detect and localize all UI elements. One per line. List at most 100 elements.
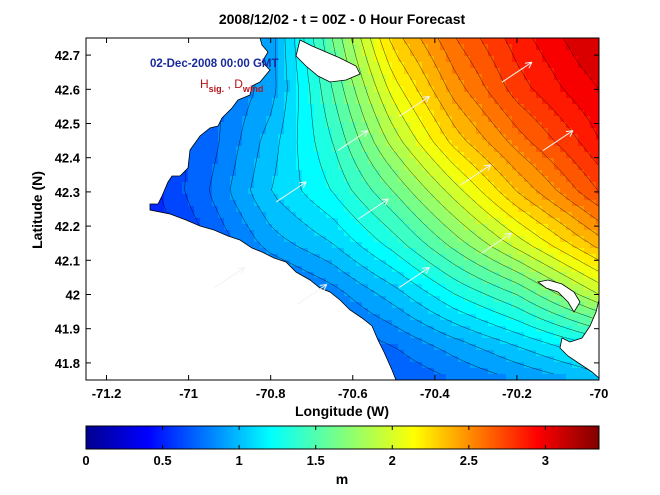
field-cell bbox=[308, 122, 315, 129]
field-cell bbox=[476, 260, 483, 267]
field-cell bbox=[260, 236, 267, 243]
field-cell bbox=[596, 140, 599, 147]
contour-line bbox=[331, 38, 599, 321]
field-cell bbox=[428, 128, 435, 135]
field-cell bbox=[380, 248, 387, 255]
field-cell bbox=[278, 206, 285, 213]
field-cell bbox=[428, 200, 435, 207]
field-cell bbox=[272, 140, 279, 147]
field-cell bbox=[410, 176, 417, 183]
field-cell bbox=[536, 44, 543, 51]
field-cell bbox=[476, 248, 483, 255]
field-cell bbox=[506, 248, 513, 255]
field-cell bbox=[230, 224, 237, 231]
field-cell bbox=[362, 116, 369, 123]
field-cell bbox=[458, 116, 465, 123]
field-cell bbox=[554, 50, 561, 57]
field-cell bbox=[254, 140, 261, 147]
field-cell bbox=[560, 146, 567, 153]
field-cell bbox=[590, 158, 597, 165]
field-cell bbox=[404, 68, 411, 75]
field-cell bbox=[476, 314, 483, 321]
field-cell bbox=[320, 122, 327, 129]
field-cell bbox=[314, 182, 321, 189]
field-cell bbox=[458, 200, 465, 207]
field-cell bbox=[242, 146, 249, 153]
field-cell bbox=[512, 194, 519, 201]
field-cell bbox=[542, 296, 549, 303]
field-cell bbox=[326, 272, 333, 279]
field-cell bbox=[398, 176, 405, 183]
field-cell bbox=[476, 224, 483, 231]
field-cell bbox=[482, 374, 489, 380]
field-cell bbox=[596, 98, 599, 105]
field-cell bbox=[410, 56, 417, 63]
field-cell bbox=[434, 236, 441, 243]
field-cell bbox=[566, 302, 573, 309]
field-cell bbox=[302, 128, 309, 135]
field-cell bbox=[374, 212, 381, 219]
field-cell bbox=[458, 182, 465, 189]
field-cell bbox=[278, 236, 285, 243]
field-cell bbox=[362, 308, 369, 315]
field-cell bbox=[182, 212, 189, 219]
field-cell bbox=[542, 338, 549, 345]
field-cell bbox=[332, 260, 339, 267]
y-tick-label: 42.2 bbox=[55, 219, 80, 234]
field-cell bbox=[248, 98, 255, 105]
field-cell bbox=[398, 218, 405, 225]
field-cell bbox=[410, 290, 417, 297]
field-cell bbox=[272, 158, 279, 165]
field-cell bbox=[548, 122, 555, 129]
field-cell bbox=[458, 206, 465, 213]
field-cell bbox=[566, 200, 573, 207]
field-cell bbox=[266, 122, 273, 129]
field-cell bbox=[422, 242, 429, 249]
field-cell bbox=[470, 182, 477, 189]
field-cell bbox=[350, 248, 357, 255]
field-cell bbox=[338, 140, 345, 147]
field-cell bbox=[464, 206, 471, 213]
field-cell bbox=[302, 134, 309, 141]
field-cell bbox=[176, 212, 183, 219]
field-cell bbox=[374, 224, 381, 231]
field-cell bbox=[566, 122, 573, 129]
field-cell bbox=[254, 104, 261, 111]
field-cell bbox=[536, 200, 543, 207]
field-cell bbox=[578, 104, 585, 111]
field-cell bbox=[272, 164, 279, 171]
field-cell bbox=[488, 308, 495, 315]
field-cell bbox=[554, 74, 561, 81]
field-cell bbox=[410, 374, 417, 380]
field-cell bbox=[476, 350, 483, 357]
field-cell bbox=[554, 266, 561, 273]
field-cell bbox=[320, 206, 327, 213]
field-cell bbox=[560, 206, 567, 213]
field-cell bbox=[440, 44, 447, 51]
field-cell bbox=[572, 140, 579, 147]
field-cell bbox=[542, 242, 549, 249]
field-cell bbox=[590, 278, 597, 285]
field-cell bbox=[278, 62, 285, 69]
field-cell bbox=[584, 254, 591, 261]
field-cell bbox=[434, 302, 441, 309]
field-cell bbox=[320, 92, 327, 99]
field-cell bbox=[266, 224, 273, 231]
field-cell bbox=[212, 146, 219, 153]
field-cell bbox=[578, 170, 585, 177]
field-cell bbox=[542, 254, 549, 261]
field-cell bbox=[284, 98, 291, 105]
field-cell bbox=[464, 176, 471, 183]
field-cell bbox=[368, 182, 375, 189]
field-cell bbox=[260, 194, 267, 201]
field-cell bbox=[410, 86, 417, 93]
field-cell bbox=[284, 176, 291, 183]
field-cell bbox=[344, 200, 351, 207]
field-cell bbox=[578, 188, 585, 195]
field-cell bbox=[542, 356, 549, 363]
field-cell bbox=[554, 308, 561, 315]
field-cell bbox=[374, 74, 381, 81]
field-cell bbox=[350, 80, 357, 87]
field-cell bbox=[542, 344, 549, 351]
field-cell bbox=[584, 158, 591, 165]
